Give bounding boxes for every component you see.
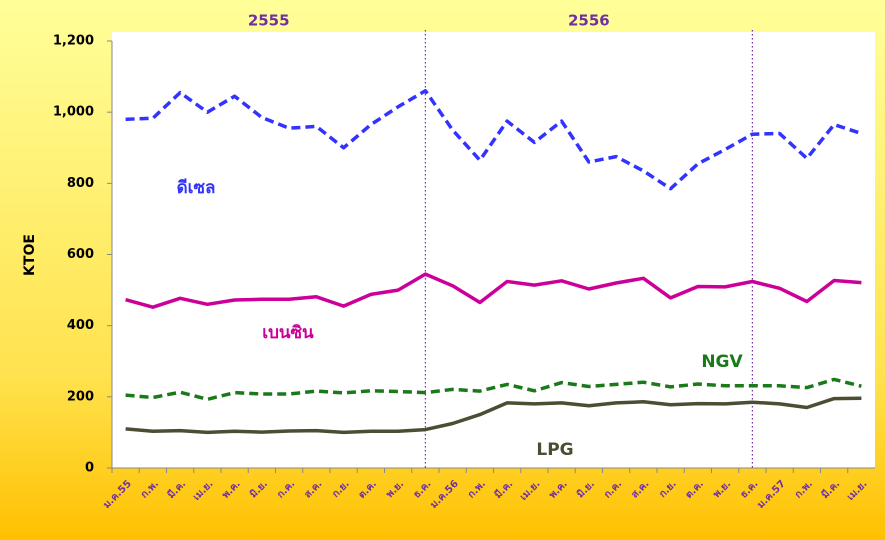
series-label: ดีเซล (177, 177, 216, 198)
series-label: NGV (701, 352, 743, 372)
series-line (125, 272, 862, 309)
series-line (125, 377, 862, 402)
series-label: LPG (536, 440, 573, 460)
y-tick-label: 1,000 (53, 105, 94, 120)
y-tick-label: 800 (67, 176, 94, 191)
y-tick-label: 0 (85, 461, 94, 476)
series-line (125, 396, 862, 435)
y-tick-label: 600 (67, 247, 94, 262)
y-tick-label: 200 (67, 389, 94, 404)
period-label: 2555 (248, 12, 290, 30)
y-tick-label: 400 (67, 318, 94, 333)
y-axis-title: KTOE (22, 234, 38, 276)
period-label: 2556 (568, 12, 610, 30)
y-tick-label: 1,200 (53, 34, 94, 49)
series-label: เบนซิน (262, 323, 314, 343)
series-line (125, 89, 862, 191)
plot-area (112, 32, 875, 468)
